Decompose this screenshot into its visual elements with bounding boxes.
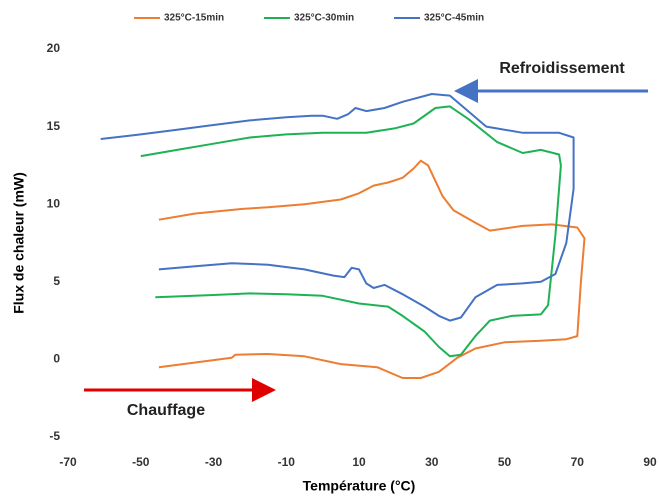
series-line [158,159,586,379]
x-tick-label: -10 [278,455,296,469]
y-tick-label: 0 [53,352,60,366]
legend-label: 325°C-15min [164,13,224,24]
y-tick-label: 10 [47,196,61,210]
x-tick-label: 70 [571,455,585,469]
x-tick-label: -70 [59,455,77,469]
y-tick-label: 15 [47,119,61,133]
x-tick-label: 50 [498,455,512,469]
x-tick-label: -30 [205,455,223,469]
y-tick-label: 5 [53,274,60,288]
x-tick-label: -50 [132,455,150,469]
x-tick-label: 10 [352,455,366,469]
series-line [100,93,575,322]
y-tick-label: -5 [49,429,60,443]
annotation: Refroidissement [499,60,625,77]
series-line [140,105,562,358]
x-tick-label: 90 [643,455,657,469]
x-tick-label: 30 [425,455,439,469]
annotation: Chauffage [127,402,205,419]
x-axis-label: Température (°C) [303,478,416,494]
y-tick-label: 20 [47,41,61,55]
legend-label: 325°C-30min [294,13,354,24]
y-axis-label: Flux de chaleur (mW) [11,172,27,314]
legend-label: 325°C-45min [424,13,484,24]
